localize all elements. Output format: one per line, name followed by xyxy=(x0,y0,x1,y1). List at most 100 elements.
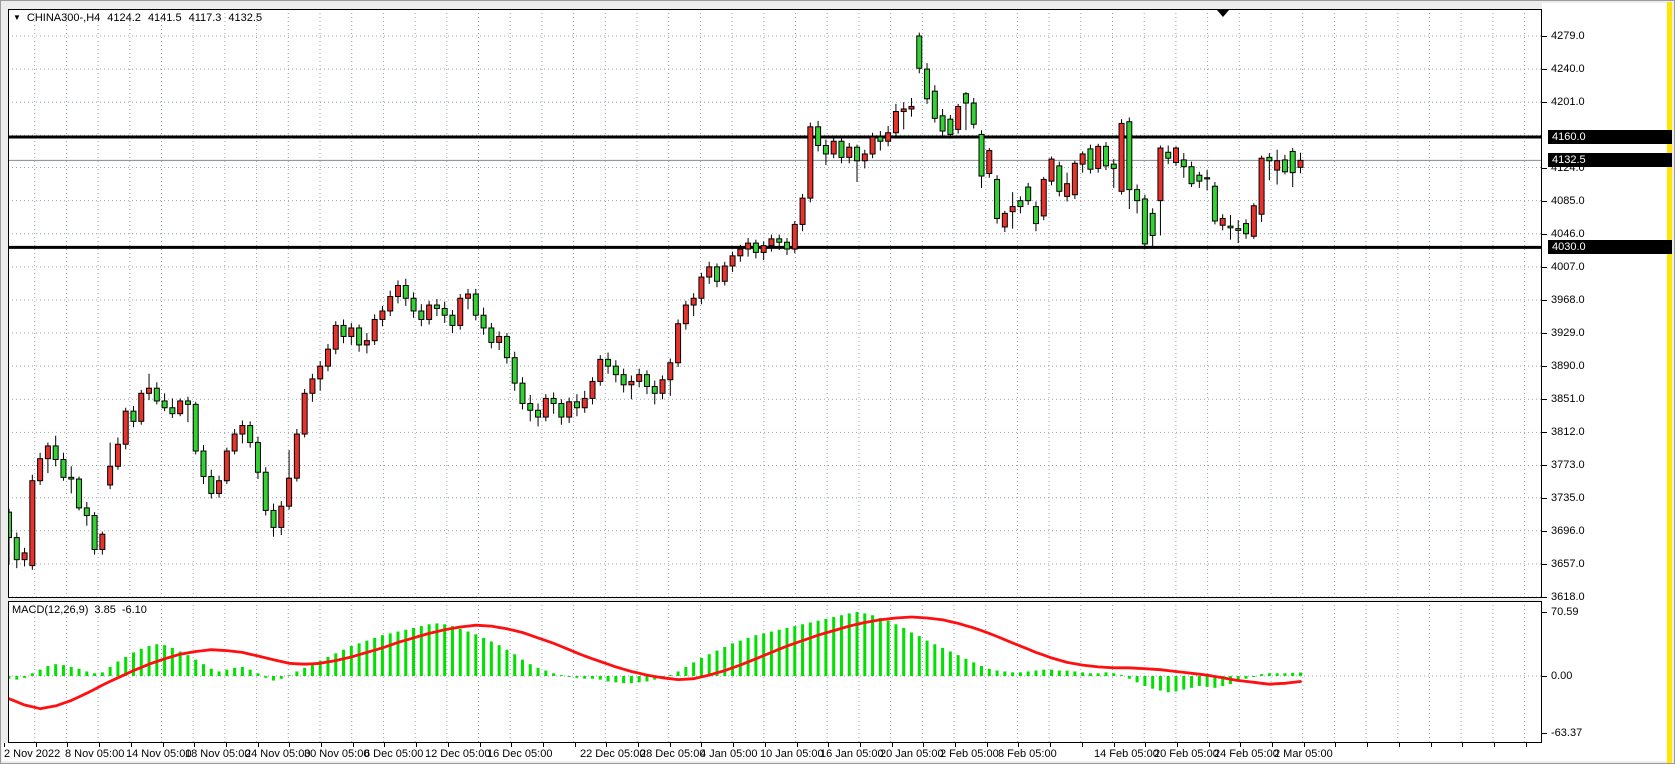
candle-body xyxy=(1056,165,1063,192)
time-axis[interactable]: 2 Nov 2022 8 Nov 05:00 14 Nov 05:00 18 Nov … xyxy=(2,743,1667,761)
candle-body xyxy=(161,400,168,409)
candle-body xyxy=(1025,186,1032,202)
price-tag-current[interactable]: 4132.5 xyxy=(1548,153,1672,168)
candle-body xyxy=(1211,185,1218,222)
macd-histogram-bar xyxy=(528,664,532,676)
price-chart-pane[interactable] xyxy=(8,9,1542,598)
price-axis-label: 3618.0 xyxy=(1551,591,1585,603)
macd-histogram-bar xyxy=(380,635,384,676)
macd-histogram-bar xyxy=(404,629,408,676)
candle-body xyxy=(1289,150,1296,174)
macd-histogram-bar xyxy=(8,676,11,679)
ohlc-open: 4124.2 xyxy=(107,12,141,24)
macd-histogram-bar xyxy=(832,617,836,676)
ohlc-close: 4132.5 xyxy=(228,12,263,24)
candle-body xyxy=(636,374,643,382)
macd-histogram-bar xyxy=(279,676,283,679)
candle-body xyxy=(784,241,790,250)
candle-body xyxy=(441,307,448,316)
time-axis-label: 22 Dec 05:00 xyxy=(580,748,646,760)
candle-body xyxy=(830,140,837,155)
candle-body xyxy=(815,126,822,146)
chart-title-bar[interactable]: ▼ CHINA300-,H4 4124.2 4141.5 4117.3 4132.5 xyxy=(13,12,262,24)
candle-body xyxy=(76,478,83,509)
time-axis-tick xyxy=(1113,743,1115,747)
candle-body xyxy=(721,265,728,282)
candle-body xyxy=(1087,148,1094,170)
candle-body xyxy=(480,314,487,329)
candle-body xyxy=(363,340,370,346)
macd-histogram-bar xyxy=(349,646,353,676)
macd-histogram-bar xyxy=(1267,673,1271,676)
time-axis-tick xyxy=(99,743,101,747)
candle-body xyxy=(286,477,293,507)
macd-histogram-bar xyxy=(170,647,174,676)
price-axis-label: 4085.0 xyxy=(1551,194,1585,207)
candle-body xyxy=(527,402,534,411)
candle-body xyxy=(690,297,697,306)
symbol-dropdown-icon[interactable]: ▼ xyxy=(13,13,21,22)
candle-body xyxy=(706,266,713,278)
candle-body xyxy=(340,324,347,337)
macd-histogram-bar xyxy=(505,649,509,676)
candle-body xyxy=(29,480,36,567)
macd-histogram-bar xyxy=(334,653,338,676)
price-axis[interactable]: 4279.0 4240.0 4201.0 4124.0 4085.0 4046.0 4007… xyxy=(1542,3,1667,761)
candle-body xyxy=(550,397,557,404)
macd-histogram-bar xyxy=(1057,670,1061,676)
macd-histogram-bar xyxy=(738,640,742,676)
time-axis-tick xyxy=(35,743,37,747)
time-axis-label: 8 Feb 05:00 xyxy=(998,748,1057,760)
price-tag-resistance[interactable]: 4160.0 xyxy=(1548,129,1672,144)
candle-body xyxy=(379,310,386,320)
price-axis-label: 3812.0 xyxy=(1551,426,1585,439)
macd-histogram-bar xyxy=(85,671,89,676)
time-axis-label: 12 Dec 05:00 xyxy=(425,748,491,760)
macd-axis-label: -63.37 xyxy=(1551,727,1583,740)
candle-body xyxy=(1281,159,1288,173)
macd-histogram-bar xyxy=(808,622,812,676)
price-tag-support[interactable]: 4030.0 xyxy=(1548,240,1672,255)
candle-body xyxy=(184,400,191,405)
candle-body xyxy=(130,410,137,422)
macd-indicator-pane[interactable] xyxy=(8,601,1542,743)
macd-histogram-bar xyxy=(489,641,493,676)
macd-histogram-bar xyxy=(318,660,322,676)
macd-histogram-bar xyxy=(925,640,929,676)
macd-histogram-bar xyxy=(412,627,416,676)
macd-histogram-bar xyxy=(1244,676,1248,679)
macd-histogram-bar xyxy=(637,676,641,683)
price-pane-border xyxy=(8,9,1542,598)
macd-histogram-bar xyxy=(388,633,392,676)
macd-histogram-bar xyxy=(458,628,462,676)
time-axis-tick xyxy=(479,743,481,747)
candle-body xyxy=(1258,157,1265,215)
macd-histogram-bar xyxy=(474,634,478,676)
macd-histogram-bar xyxy=(839,615,843,676)
candle-body xyxy=(1009,206,1016,213)
candle-body xyxy=(1032,206,1039,225)
candle-body xyxy=(13,537,20,561)
macd-chart xyxy=(8,601,1542,743)
price-axis-label: 3890.0 xyxy=(1551,360,1585,373)
macd-histogram-bar xyxy=(520,659,524,676)
macd-histogram-bar xyxy=(1260,674,1264,676)
chart-shift-marker-icon[interactable] xyxy=(1217,10,1229,17)
macd-histogram-bar xyxy=(1158,676,1162,691)
macd-histogram-bar xyxy=(544,670,548,676)
candle-body xyxy=(643,374,650,388)
macd-histogram-bar xyxy=(54,664,58,676)
candle-body xyxy=(822,144,829,155)
price-axis-label: 4279.0 xyxy=(1551,30,1585,42)
candle-body xyxy=(1274,160,1281,171)
macd-histogram-bar xyxy=(980,666,983,676)
time-axis-label: 2 Mar 05:00 xyxy=(1274,748,1333,760)
price-axis-label: 3968.0 xyxy=(1551,293,1585,306)
candle-body xyxy=(1204,177,1211,180)
price-axis-tick xyxy=(1542,366,1547,368)
time-axis-tick xyxy=(986,743,988,747)
candle-body xyxy=(1064,183,1071,197)
macd-histogram-bar xyxy=(707,654,711,676)
macd-histogram-bar xyxy=(100,672,104,676)
candle-body xyxy=(519,382,526,404)
